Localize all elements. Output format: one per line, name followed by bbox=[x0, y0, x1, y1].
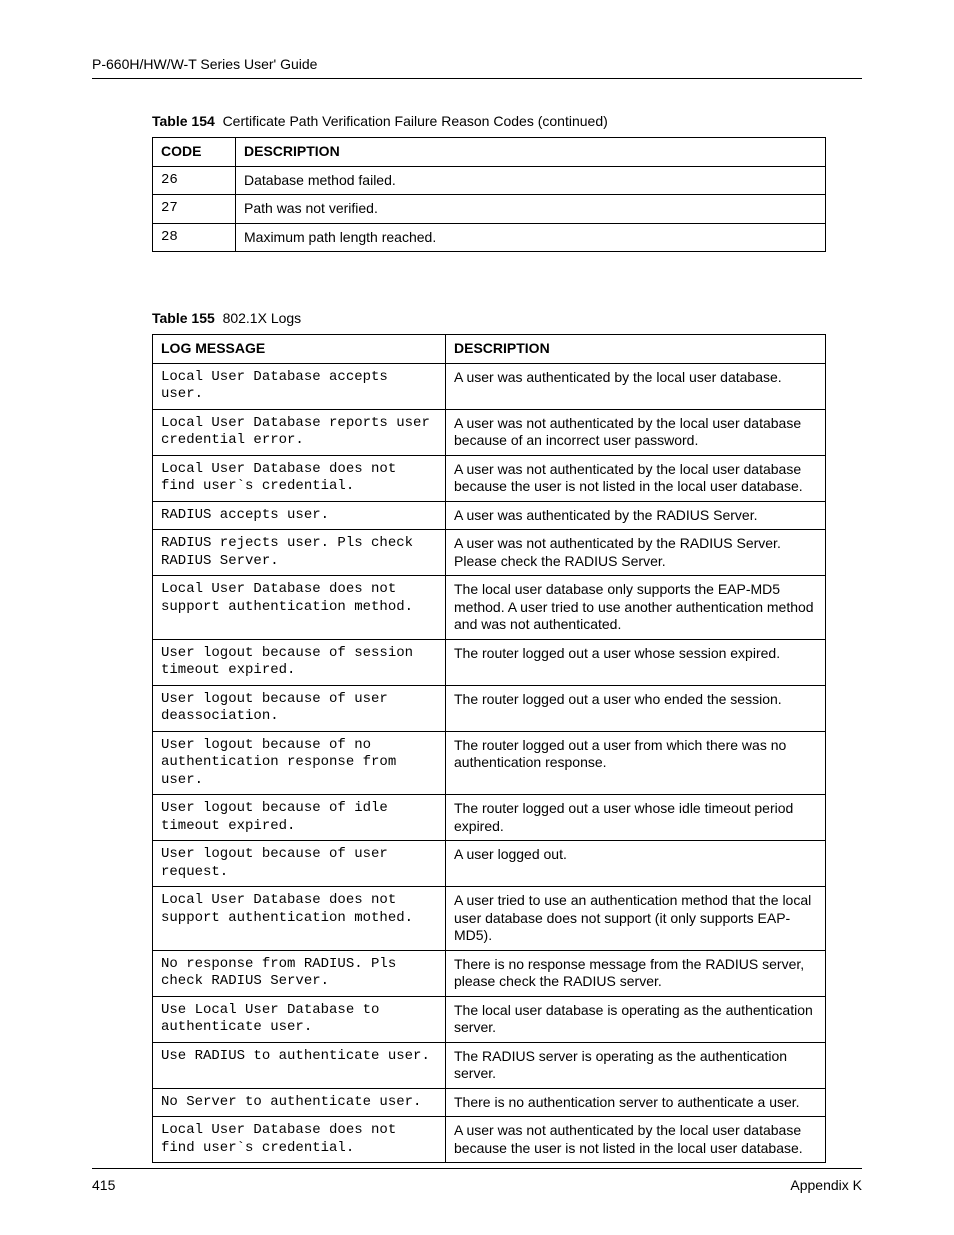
header-rule bbox=[92, 78, 862, 79]
table-155-head-desc-text: DESCRIPTION bbox=[454, 340, 550, 356]
log-message-cell: Local User Database does not support aut… bbox=[153, 887, 446, 951]
desc-cell: A user was not authenticated by the loca… bbox=[446, 455, 826, 501]
running-head: P-660H/HW/W-T Series User' Guide bbox=[92, 56, 862, 72]
table-row: User logout because of session timeout e… bbox=[153, 639, 826, 685]
table-row: User logout because of user deassociatio… bbox=[153, 685, 826, 731]
desc-cell: Maximum path length reached. bbox=[236, 223, 826, 252]
code-cell: 27 bbox=[153, 195, 236, 224]
desc-cell: A user was authenticated by the local us… bbox=[446, 363, 826, 409]
desc-cell: The router logged out a user whose idle … bbox=[446, 795, 826, 841]
log-message-cell: Use RADIUS to authenticate user. bbox=[153, 1042, 446, 1088]
table-row: Local User Database does not find user`s… bbox=[153, 1117, 826, 1163]
table-row: Local User Database does not support aut… bbox=[153, 887, 826, 951]
log-message-cell: Local User Database does not find user`s… bbox=[153, 455, 446, 501]
desc-cell: A user was not authenticated by the loca… bbox=[446, 409, 826, 455]
table-row: Local User Database does not find user`s… bbox=[153, 455, 826, 501]
table-row: No response from RADIUS. Pls check RADIU… bbox=[153, 950, 826, 996]
table-row: No Server to authenticate user.There is … bbox=[153, 1088, 826, 1117]
log-message-cell: RADIUS accepts user. bbox=[153, 501, 446, 530]
log-message-cell: No response from RADIUS. Pls check RADIU… bbox=[153, 950, 446, 996]
desc-cell: The RADIUS server is operating as the au… bbox=[446, 1042, 826, 1088]
table-row: RADIUS rejects user. Pls check RADIUS Se… bbox=[153, 530, 826, 576]
table-154-caption: Table 154 Certificate Path Verification … bbox=[152, 113, 862, 129]
table-155-number: Table 155 bbox=[152, 310, 215, 326]
table-154-title: Certificate Path Verification Failure Re… bbox=[223, 113, 608, 129]
table-row: Local User Database does not support aut… bbox=[153, 576, 826, 640]
desc-cell: A user was not authenticated by the RADI… bbox=[446, 530, 826, 576]
table-row: 26Database method failed. bbox=[153, 166, 826, 195]
footer-rule bbox=[92, 1168, 862, 1169]
code-cell: 26 bbox=[153, 166, 236, 195]
log-message-cell: Local User Database accepts user. bbox=[153, 363, 446, 409]
table-154-head-desc-text: DESCRIPTION bbox=[244, 143, 340, 159]
desc-cell: The local user database only supports th… bbox=[446, 576, 826, 640]
log-message-cell: User logout because of idle timeout expi… bbox=[153, 795, 446, 841]
table-155-caption: Table 155 802.1X Logs bbox=[152, 310, 862, 326]
code-cell: 28 bbox=[153, 223, 236, 252]
page-number: 415 bbox=[92, 1177, 115, 1193]
table-154-head-desc: DESCRIPTION bbox=[236, 138, 826, 167]
table-154: CODE DESCRIPTION 26Database method faile… bbox=[152, 137, 826, 252]
table-154-head-code: CODE bbox=[153, 138, 236, 167]
desc-cell: There is no response message from the RA… bbox=[446, 950, 826, 996]
desc-cell: A user logged out. bbox=[446, 841, 826, 887]
table-154-number: Table 154 bbox=[152, 113, 215, 129]
desc-cell: A user was authenticated by the RADIUS S… bbox=[446, 501, 826, 530]
desc-cell: Database method failed. bbox=[236, 166, 826, 195]
log-message-cell: No Server to authenticate user. bbox=[153, 1088, 446, 1117]
table-154-head-row: CODE DESCRIPTION bbox=[153, 138, 826, 167]
desc-cell: The router logged out a user whose sessi… bbox=[446, 639, 826, 685]
desc-cell: Path was not verified. bbox=[236, 195, 826, 224]
desc-cell: The router logged out a user from which … bbox=[446, 731, 826, 795]
table-155-title: 802.1X Logs bbox=[223, 310, 302, 326]
table-row: Local User Database reports user credent… bbox=[153, 409, 826, 455]
table-row: User logout because of idle timeout expi… bbox=[153, 795, 826, 841]
table-row: Use RADIUS to authenticate user.The RADI… bbox=[153, 1042, 826, 1088]
log-message-cell: User logout because of user request. bbox=[153, 841, 446, 887]
log-message-cell: User logout because of session timeout e… bbox=[153, 639, 446, 685]
log-message-cell: Use Local User Database to authenticate … bbox=[153, 996, 446, 1042]
log-message-cell: User logout because of no authentication… bbox=[153, 731, 446, 795]
page-footer: 415 Appendix K bbox=[92, 1168, 862, 1193]
log-message-cell: Local User Database reports user credent… bbox=[153, 409, 446, 455]
table-155-block: Table 155 802.1X Logs LOG MESSAGE DESCRI… bbox=[152, 310, 862, 1163]
table-row: Use Local User Database to authenticate … bbox=[153, 996, 826, 1042]
table-154-block: Table 154 Certificate Path Verification … bbox=[152, 113, 862, 252]
desc-cell: A user was not authenticated by the loca… bbox=[446, 1117, 826, 1163]
table-155: LOG MESSAGE DESCRIPTION Local User Datab… bbox=[152, 334, 826, 1163]
table-155-head-log: LOG MESSAGE bbox=[153, 335, 446, 364]
table-row: User logout because of no authentication… bbox=[153, 731, 826, 795]
desc-cell: A user tried to use an authentication me… bbox=[446, 887, 826, 951]
table-row: User logout because of user request.A us… bbox=[153, 841, 826, 887]
log-message-cell: RADIUS rejects user. Pls check RADIUS Se… bbox=[153, 530, 446, 576]
table-row: 28Maximum path length reached. bbox=[153, 223, 826, 252]
table-row: Local User Database accepts user.A user … bbox=[153, 363, 826, 409]
appendix-label: Appendix K bbox=[790, 1177, 862, 1193]
log-message-cell: Local User Database does not support aut… bbox=[153, 576, 446, 640]
table-row: 27Path was not verified. bbox=[153, 195, 826, 224]
log-message-cell: Local User Database does not find user`s… bbox=[153, 1117, 446, 1163]
table-row: RADIUS accepts user.A user was authentic… bbox=[153, 501, 826, 530]
log-message-cell: User logout because of user deassociatio… bbox=[153, 685, 446, 731]
desc-cell: The local user database is operating as … bbox=[446, 996, 826, 1042]
desc-cell: There is no authentication server to aut… bbox=[446, 1088, 826, 1117]
table-155-head-desc: DESCRIPTION bbox=[446, 335, 826, 364]
desc-cell: The router logged out a user who ended t… bbox=[446, 685, 826, 731]
table-155-head-row: LOG MESSAGE DESCRIPTION bbox=[153, 335, 826, 364]
